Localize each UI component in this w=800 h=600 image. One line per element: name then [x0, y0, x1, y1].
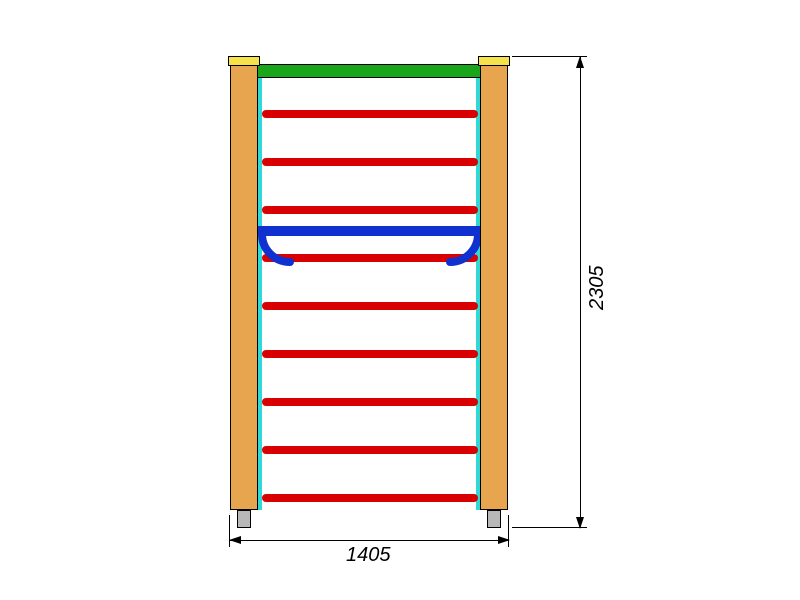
rung-3 [262, 206, 478, 214]
rung-5 [262, 302, 478, 310]
left-cap [228, 56, 260, 66]
rung-9 [262, 494, 478, 502]
height-arrow-top [574, 56, 588, 70]
rung-8 [262, 446, 478, 454]
left-accent-strip [258, 70, 262, 510]
height-dim-line [580, 56, 581, 528]
height-arrow-bottom [574, 515, 588, 529]
height-dim-label: 2305 [586, 266, 609, 311]
width-dim-label: 1405 [346, 544, 391, 567]
blue-arc-right [418, 226, 478, 276]
drawing-canvas: 1405 2305 [0, 0, 800, 600]
width-arrow-left [229, 534, 243, 548]
top-bar [244, 64, 494, 78]
right-foot [487, 510, 501, 528]
right-cap [478, 56, 510, 66]
right-post [480, 60, 508, 510]
left-foot [237, 510, 251, 528]
rung-7 [262, 398, 478, 406]
width-arrow-right [496, 534, 510, 548]
rung-2 [262, 158, 478, 166]
rung-6 [262, 350, 478, 358]
width-dim-line [229, 540, 509, 541]
rung-1 [262, 110, 478, 118]
left-post [230, 60, 258, 510]
blue-arc-left [262, 226, 322, 276]
